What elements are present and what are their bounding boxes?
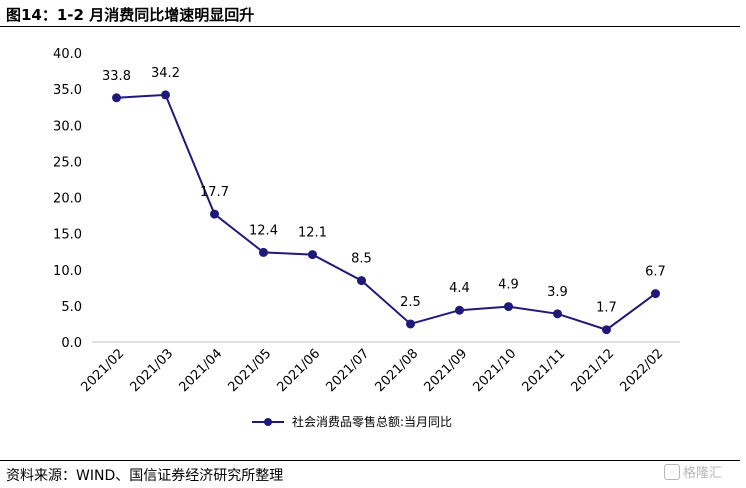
x-tick-label: 2021/09 [422,346,471,395]
legend-label: 社会消费品零售总额:当月同比 [292,414,452,429]
data-label: 17.7 [200,185,229,200]
data-point [406,319,415,329]
bottom-rule [0,460,740,461]
data-label: 12.1 [298,226,327,241]
x-tick-label: 2021/08 [373,346,422,395]
data-point [651,289,660,299]
watermark-logo-icon [664,464,680,480]
x-tick-label: 2021/06 [275,346,324,395]
line-chart: 0.0 5.0 10.0 15.0 20.0 25.0 30.0 35.0 40.0 2021/… [53,47,680,429]
legend-marker [264,418,272,426]
data-point [210,209,219,219]
x-tick-label: 2021/05 [226,346,275,395]
watermark: 格隆汇 [664,462,722,481]
x-tick-label: 2021/02 [79,346,128,395]
data-label: 2.5 [400,295,421,310]
x-tick-label: 2022/02 [618,346,667,395]
data-point [161,90,170,100]
data-label: 4.9 [498,278,519,293]
y-tick-label: 5.0 [61,300,82,315]
data-point [357,276,366,286]
y-axis: 0.0 5.0 10.0 15.0 20.0 25.0 30.0 35.0 40.0 [53,47,82,351]
data-point [504,302,513,312]
data-points [112,90,660,335]
data-label: 34.2 [151,66,180,81]
data-point [259,247,268,257]
x-tick-label: 2021/10 [471,346,520,395]
y-tick-label: 30.0 [53,119,82,134]
x-axis: 2021/02 2021/03 2021/04 2021/05 2021/06 2021/… [79,341,680,395]
y-tick-label: 20.0 [53,192,82,207]
data-point [112,93,121,103]
y-tick-label: 15.0 [53,228,82,243]
series-line-group [116,93,657,331]
data-point [308,250,317,260]
x-tick-label: 2021/03 [128,346,177,395]
data-label: 4.4 [449,281,470,296]
y-tick-label: 25.0 [53,155,82,170]
top-rule [0,26,740,27]
data-label: 6.7 [645,265,666,280]
y-tick-label: 40.0 [53,47,82,62]
y-tick-label: 0.0 [61,336,82,351]
data-label: 12.4 [249,223,278,238]
series-line [116,93,657,331]
data-point [602,325,611,335]
source-note: 资料来源：WIND、国信证券经济研究所整理 [6,468,284,484]
data-label: 1.7 [596,301,617,316]
data-label: 3.9 [547,285,568,300]
watermark-text: 格隆汇 [683,466,723,481]
y-tick-label: 10.0 [53,264,82,279]
data-point [455,305,464,315]
figure-title: 图14：1-2 月消费同比增速明显回升 [6,6,255,24]
x-tick-label: 2021/12 [569,346,618,395]
data-labels: 33.8 34.2 17.7 12.4 12.1 8.5 2.5 4.4 4.9 3.9 1.7 6.… [102,66,666,316]
x-tick-label: 2021/04 [177,346,226,395]
legend: 社会消费品零售总额:当月同比 [252,414,452,429]
y-tick-label: 35.0 [53,83,82,98]
data-label: 33.8 [102,69,131,84]
data-point [553,309,562,319]
data-label: 8.5 [351,252,372,267]
x-tick-label: 2021/07 [324,346,373,395]
x-tick-label: 2021/11 [520,346,569,395]
